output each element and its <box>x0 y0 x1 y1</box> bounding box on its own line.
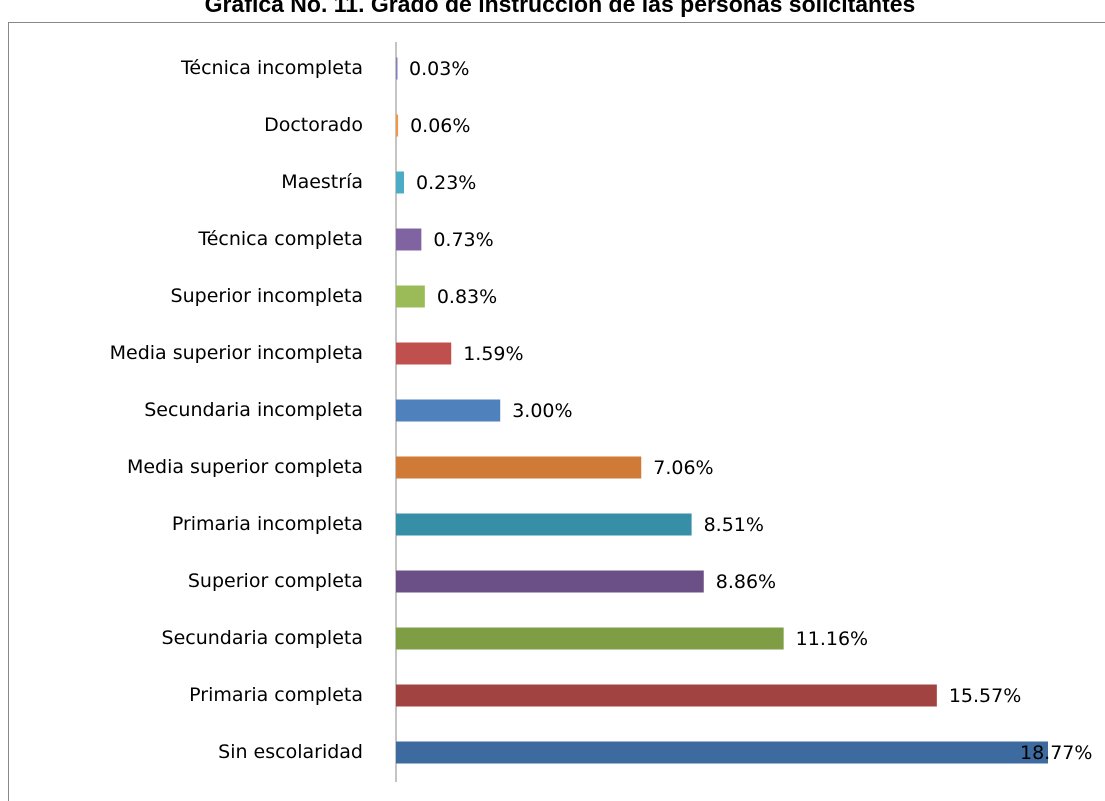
bar <box>396 627 784 650</box>
y-tick-label: Sin escolaridad <box>218 741 363 763</box>
y-tick-label: Técnica incompleta <box>180 57 363 79</box>
data-label: 0.03% <box>409 58 469 80</box>
y-tick-label: Media superior incompleta <box>110 342 363 364</box>
y-tick-label: Superior incompleta <box>171 285 363 307</box>
y-tick-label: Superior completa <box>188 570 363 592</box>
y-tick-label: Primaria completa <box>189 684 363 706</box>
bar <box>396 285 425 308</box>
chart-border <box>8 22 1105 801</box>
bar <box>396 57 398 80</box>
data-label: 7.06% <box>653 457 713 479</box>
bar <box>396 684 937 707</box>
y-tick-label: Técnica completa <box>197 228 363 250</box>
data-label: 8.86% <box>716 571 776 593</box>
bar <box>396 114 399 137</box>
chart-title: Gráfica No. 11. Grado de instrucción de … <box>205 0 916 17</box>
bar <box>396 570 704 593</box>
bar <box>396 741 1048 764</box>
data-label: 0.23% <box>416 172 476 194</box>
bar <box>396 513 692 536</box>
y-tick-label: Primaria incompleta <box>172 513 363 535</box>
data-label: 8.51% <box>704 514 764 536</box>
y-tick-label: Secundaria completa <box>162 627 363 649</box>
bar <box>396 342 452 365</box>
data-label: 0.73% <box>433 229 493 251</box>
data-label: 0.06% <box>410 115 470 137</box>
y-tick-label: Media superior completa <box>127 456 363 478</box>
data-label: 1.59% <box>463 343 523 365</box>
bar <box>396 399 501 422</box>
y-tick-label: Maestría <box>281 171 363 193</box>
data-label: 0.83% <box>437 286 497 308</box>
y-tick-label: Secundaria incompleta <box>144 399 363 421</box>
y-tick-label: Doctorado <box>264 114 363 136</box>
data-label: 15.57% <box>949 685 1021 707</box>
bar <box>396 171 404 194</box>
bar <box>396 456 642 479</box>
data-label: 11.16% <box>796 628 868 650</box>
data-label: 18.77% <box>1020 742 1092 764</box>
data-label: 3.00% <box>512 400 572 422</box>
bar <box>396 228 422 251</box>
